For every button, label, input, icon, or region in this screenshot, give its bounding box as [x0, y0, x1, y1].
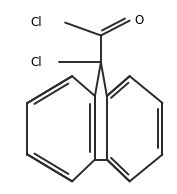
- Text: Cl: Cl: [31, 56, 42, 69]
- Text: Cl: Cl: [31, 16, 42, 29]
- Text: O: O: [135, 14, 144, 27]
